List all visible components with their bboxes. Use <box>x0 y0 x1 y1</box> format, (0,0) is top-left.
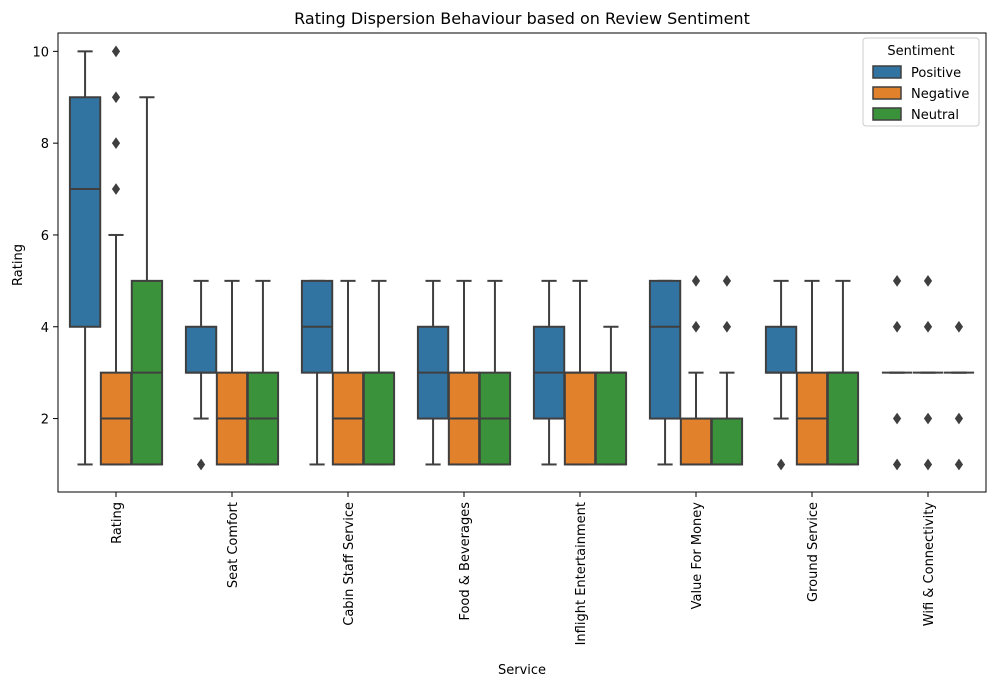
outlier-point <box>892 458 902 471</box>
plot-area <box>68 45 975 471</box>
x-tick-label: Food & Beverages <box>458 502 473 621</box>
box-neutral-4 <box>594 325 628 466</box>
box-positive-6 <box>764 279 798 471</box>
box-positive-4 <box>532 279 566 466</box>
box-positive-2 <box>300 279 334 466</box>
x-tick-label: Rating <box>110 502 125 544</box>
box-neutral-5 <box>710 274 744 466</box>
outlier-point <box>923 458 933 471</box>
box-positive-0 <box>68 50 102 466</box>
legend: Sentiment Positive Negative Neutral <box>862 37 980 127</box>
x-tick-label: Wifi & Connectivity <box>922 502 937 627</box>
outlier-point <box>691 274 701 287</box>
legend-label-negative: Negative <box>911 87 969 102</box>
outlier-point <box>111 183 121 195</box>
x-axis-title: Service <box>498 663 546 678</box>
outlier-point <box>892 412 902 425</box>
outlier-point <box>722 274 732 287</box>
box-neutral-7 <box>943 320 975 471</box>
outlier-point <box>111 45 121 58</box>
box-body <box>764 325 798 374</box>
box-negative-6 <box>795 279 829 466</box>
plot-frame <box>57 32 987 493</box>
box-negative-7 <box>912 274 944 471</box>
box-body <box>362 371 396 466</box>
outlier-point <box>892 274 902 287</box>
box-neutral-0 <box>130 96 164 466</box>
x-tick-label: Seat Comfort <box>226 502 241 588</box>
outlier-point <box>954 320 964 333</box>
box-body <box>594 371 628 466</box>
legend-box <box>862 37 980 127</box>
outlier-point <box>923 274 933 287</box>
y-tick-label: 8 <box>41 137 49 152</box>
box-positive-1 <box>184 279 218 471</box>
outlier-point <box>722 320 732 333</box>
box-body <box>184 325 218 374</box>
x-tick-label: Cabin Staff Service <box>342 502 357 626</box>
box-positive-7 <box>881 274 913 471</box>
box-negative-3 <box>447 279 481 466</box>
legend-label-positive: Positive <box>911 66 961 81</box>
box-neutral-2 <box>362 279 396 466</box>
outlier-point <box>111 137 121 150</box>
box-neutral-6 <box>826 279 860 466</box>
legend-swatch-positive <box>872 65 902 79</box>
box-body <box>563 371 597 466</box>
legend-title: Sentiment <box>887 44 954 59</box>
box-negative-2 <box>331 279 365 466</box>
y-tick-label: 6 <box>41 229 49 244</box>
outlier-point <box>923 320 933 333</box>
outlier-point <box>892 320 902 333</box>
box-body <box>826 371 860 466</box>
y-tick-label: 10 <box>32 45 49 60</box>
legend-label-neutral: Neutral <box>911 108 959 123</box>
x-tick-label: Ground Service <box>806 502 821 602</box>
outlier-point <box>691 320 701 333</box>
legend-swatch-negative <box>872 86 902 100</box>
box-negative-4 <box>563 279 597 466</box>
outlier-point <box>954 412 964 425</box>
outlier-point <box>923 412 933 425</box>
box-positive-5 <box>648 279 682 466</box>
box-neutral-3 <box>478 279 512 466</box>
outlier-point <box>111 91 121 104</box>
x-tick-label: Value For Money <box>690 502 705 610</box>
box-body <box>68 96 102 328</box>
box-negative-0 <box>99 45 133 466</box>
outlier-point <box>196 458 206 471</box>
box-body <box>679 417 713 466</box>
box-body <box>710 417 744 466</box>
legend-swatch-neutral <box>872 107 902 121</box>
chart-title: Rating Dispersion Behaviour based on Rev… <box>294 9 750 28</box>
axes: 2 4 6 8 10 Rating Seat Comfort Cabin Staff Serv… <box>32 32 987 645</box>
box-positive-3 <box>416 279 450 466</box>
box-neutral-1 <box>246 279 280 466</box>
x-tick-label: Inflight Entertainment <box>574 502 589 645</box>
y-axis-title: Rating <box>11 244 26 286</box>
y-tick-label: 4 <box>41 321 49 336</box>
box-negative-1 <box>215 279 249 466</box>
outlier-point <box>954 458 964 471</box>
outlier-point <box>776 458 786 471</box>
y-tick-label: 2 <box>41 413 49 428</box>
box-body <box>648 279 682 420</box>
box-negative-5 <box>679 274 713 466</box>
